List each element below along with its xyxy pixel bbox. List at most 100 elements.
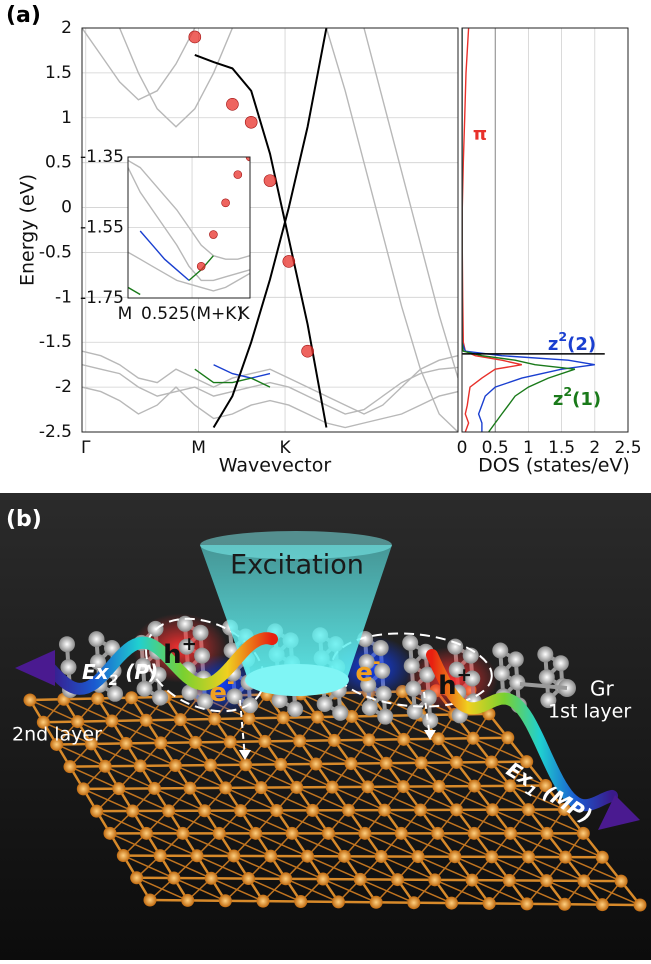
carbon-atom [537,646,553,662]
metal-atom [450,803,463,816]
carbon-atom [508,651,524,667]
metal-atom [204,759,217,772]
metal-atom [176,827,189,840]
metal-atom [485,756,498,769]
metal-atom [397,733,410,746]
metal-atom [234,804,247,817]
carbon-atom [492,642,508,658]
metal-atom [91,692,104,705]
fat-band-dot [189,31,201,43]
metal-atom [375,850,388,863]
metal-atom [198,804,211,817]
carbon-atom [152,690,168,706]
carrier-label-sup: - [373,652,381,673]
metal-atom [270,804,283,817]
x-axis-label: Wavevector [219,455,332,477]
metal-atom [503,874,516,887]
metal-atom [615,875,628,888]
carbon-atom [421,690,437,706]
carbon-atom [402,635,418,651]
exciton-label-base: Ex [82,660,110,684]
metal-atom [322,827,335,840]
metal-atom [326,781,339,794]
metal-atom [577,874,590,887]
metal-atom [596,898,609,911]
x-tick-label: Γ [81,438,91,458]
metal-atom [306,804,319,817]
carbon-atom [60,659,76,675]
metal-atom [112,782,125,795]
metal-atom [130,871,143,884]
exciton-label-sub: 2 [109,673,119,689]
metal-atom [125,691,138,704]
x-axis-label: DOS (states/eV) [478,455,630,477]
metal-atom [242,872,255,885]
metal-atom [64,760,77,773]
annotation-rest: (2) [567,334,596,355]
metal-atom [154,849,167,862]
y-tick-label: -2.5 [39,422,72,442]
metal-atom [345,757,358,770]
y-tick-label: -1.5 [39,332,72,352]
metal-atom [522,850,535,863]
metal-atom [522,803,535,816]
fat-band-dot [222,199,230,207]
metal-atom [286,827,299,840]
metal-atom [501,731,514,744]
fat-band-dot [234,171,242,179]
y-tick-label: -1 [55,287,72,307]
metal-atom [219,781,232,794]
carrier-label-sup: + [182,634,197,655]
metal-atom [242,712,255,725]
metal-atom [634,899,647,912]
metal-atom [140,827,153,840]
fat-band-dot [302,345,314,357]
x-tick-label: M [118,304,133,324]
metal-atom [559,851,572,864]
metal-atom [148,782,161,795]
fat-band-dot [197,262,205,270]
x-tick-label: 0.525(M+K) [141,304,243,324]
carbon-atom [317,696,333,712]
metal-atom [342,804,355,817]
metal-atom [468,780,481,793]
carbon-atom [553,655,569,671]
metal-atom [205,872,218,885]
y-tick-label: 0 [61,198,72,218]
y-tick-label: 1 [61,108,72,128]
metal-atom [213,827,226,840]
metal-atom [328,734,341,747]
y-tick-label: -1.35 [80,147,124,167]
metal-atom [258,735,271,748]
metal-atom [468,827,481,840]
carbon-atom [242,697,258,713]
metal-atom [358,827,371,840]
metal-atom [181,894,194,907]
metal-atom [154,736,167,749]
panel-label: (a) [6,3,41,28]
fat-band-dot [283,255,295,267]
metal-atom [24,694,37,707]
metal-atom [120,737,133,750]
metal-atom [294,895,307,908]
carbon-atom [422,712,438,728]
metal-atom [316,873,329,886]
metal-atom [224,735,237,748]
metal-atom [169,759,182,772]
metal-atom [540,874,553,887]
metal-atom [301,850,314,863]
metal-atom [414,803,427,816]
metal-atom [219,894,232,907]
y-tick-label: -2 [55,377,72,397]
metal-atom [486,803,499,816]
metal-atom [432,780,445,793]
carrier-label-sup: + [457,665,472,686]
metal-atom [279,872,292,885]
metal-atom [99,760,112,773]
metal-atom [257,895,270,908]
excitation-label: Excitation [230,550,364,581]
x-tick-label: 0 [457,438,468,458]
carbon-atom [362,700,378,716]
metal-atom [415,756,428,769]
